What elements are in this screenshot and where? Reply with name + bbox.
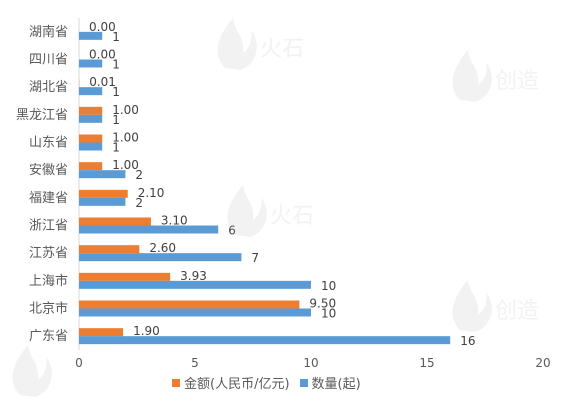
bar-amount [79,107,102,115]
bar-count [79,87,102,95]
data-label-amount: 1.90 [133,324,160,338]
x-tick-label: 10 [303,356,318,370]
category-label: 广东省 [29,329,68,344]
category-label: 浙江省 [29,219,68,234]
category-label: 山东省 [29,136,68,151]
bar-amount [79,190,128,198]
legend-swatch-count [300,379,308,387]
bar-count [79,336,450,344]
data-label-amount: 2.60 [149,241,176,255]
bar-count [79,198,125,206]
bar-amount [79,162,102,170]
category-label: 北京市 [29,301,68,317]
data-label-count: 1 [112,30,120,44]
data-label-count: 10 [321,307,336,321]
data-label-count: 6 [228,224,236,238]
x-tick-label: 15 [419,356,434,370]
data-label-count: 10 [321,279,336,293]
category-label: 福建省 [29,191,68,206]
category-label: 湖南省 [29,24,68,40]
data-label-amount: 3.10 [161,214,188,228]
category-label: 安徽省 [29,163,68,178]
bar-count [79,226,218,234]
bar-amount [79,245,139,253]
bar-amount [79,135,102,143]
data-label-count: 2 [135,196,143,210]
bar-amount [79,301,299,309]
bar-count [79,170,125,178]
data-label-count: 1 [112,58,120,72]
category-label: 黑龙江省 [16,108,68,123]
x-tick-label: 0 [75,356,83,370]
legend-label-count: 数量(起) [312,373,361,392]
data-label-count: 7 [251,251,259,265]
x-tick-label: 20 [535,356,550,370]
data-label-count: 1 [112,85,120,99]
data-label-count: 1 [112,141,120,155]
data-label-count: 16 [460,334,475,348]
x-tick-label: 5 [191,356,199,370]
bar-count [79,281,311,289]
data-label-count: 2 [135,168,143,182]
data-label-count: 1 [112,113,120,127]
bar-count [79,60,102,68]
bar-count [79,115,102,123]
legend-item-amount: 金额(人民币/亿元) [172,373,290,392]
bar-count [79,309,311,317]
chart-legend: 金额(人民币/亿元) 数量(起) [172,373,361,392]
bar-amount [79,328,123,336]
bar-count [79,143,102,151]
category-label: 湖北省 [29,80,68,95]
category-label: 四川省 [29,53,68,68]
legend-swatch-amount [172,379,180,387]
bar-count [79,253,241,261]
bar-amount [79,218,151,226]
data-label-amount: 3.93 [180,269,207,283]
bar-amount [79,273,170,281]
legend-item-count: 数量(起) [300,373,361,392]
legend-label-amount: 金额(人民币/亿元) [184,373,290,392]
category-label: 上海市 [29,273,68,289]
bar-count [79,32,102,40]
category-label: 江苏省 [29,245,68,261]
